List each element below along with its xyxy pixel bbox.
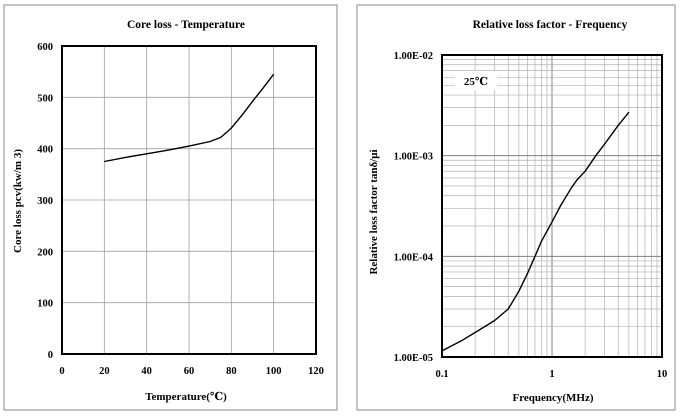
core-loss-x-tick-label: 40	[141, 366, 152, 377]
loss-factor-frame	[356, 4, 676, 411]
core-loss-y-tick-label: 300	[37, 196, 53, 207]
loss-factor-x-tick-label: 10	[657, 369, 668, 380]
loss-factor-tick-labels: 0.1 1 10 1.00E-05 1.00E-04 1.00E-03 1.00E-02	[394, 51, 668, 380]
core-loss-ylabel: Core loss pcv(kw/m 3)	[12, 149, 24, 253]
core-loss-y-tick-label: 200	[37, 247, 53, 258]
loss-factor-y-tick-label: 1.00E-04	[394, 252, 434, 263]
core-loss-y-tick-label: 400	[37, 145, 53, 156]
core-loss-x-tick-label: 60	[184, 366, 195, 377]
core-loss-plot-border	[61, 45, 317, 355]
core-loss-y-tick-label: 500	[37, 93, 53, 104]
core-loss-x-tick-label: 100	[266, 366, 282, 377]
core-loss-panel: Core loss - Temperature Temperature(℃) C…	[3, 4, 338, 411]
core-loss-x-tick-label: 80	[226, 366, 237, 377]
core-loss-frame	[3, 4, 338, 411]
loss-factor-series	[441, 111, 630, 352]
core-loss-title: Core loss - Temperature	[127, 19, 245, 31]
loss-factor-ylabel: Relative loss factor tanδ/μi	[368, 149, 380, 274]
core-loss-x-tick-label: 20	[99, 366, 110, 377]
core-loss-xlabel: Temperature(℃)	[145, 391, 227, 403]
loss-factor-xlabel: Frequency(MHz)	[512, 392, 593, 404]
loss-factor-line	[441, 111, 630, 352]
core-loss-series	[104, 73, 275, 163]
core-loss-y-tick-label: 0	[48, 350, 53, 361]
core-loss-tick-labels: 0 20 40 60 80 100 120 0 100 200 300 400 500 600	[37, 42, 324, 377]
loss-factor-x-tick-label: 0.1	[435, 369, 448, 380]
core-loss-x-tick-label: 0	[59, 366, 64, 377]
loss-factor-plot-border	[441, 54, 663, 358]
loss-factor-grid	[442, 55, 662, 357]
temperature-note: 25℃	[464, 76, 488, 88]
temperature-note-box	[455, 71, 497, 90]
loss-factor-panel: Relative loss factor - Frequency Frequen…	[356, 4, 676, 411]
loss-factor-x-tick-label: 1	[549, 369, 554, 380]
loss-factor-title: Relative loss factor - Frequency	[473, 19, 628, 31]
core-loss-y-tick-label: 100	[37, 299, 53, 310]
loss-factor-y-tick-label: 1.00E-02	[394, 51, 433, 62]
loss-factor-y-tick-label: 1.00E-05	[394, 353, 433, 364]
core-loss-grid	[62, 46, 316, 354]
core-loss-line	[104, 73, 275, 163]
loss-factor-y-tick-label: 1.00E-03	[394, 152, 433, 163]
core-loss-x-tick-label: 120	[308, 366, 324, 377]
core-loss-y-tick-label: 600	[37, 42, 53, 53]
